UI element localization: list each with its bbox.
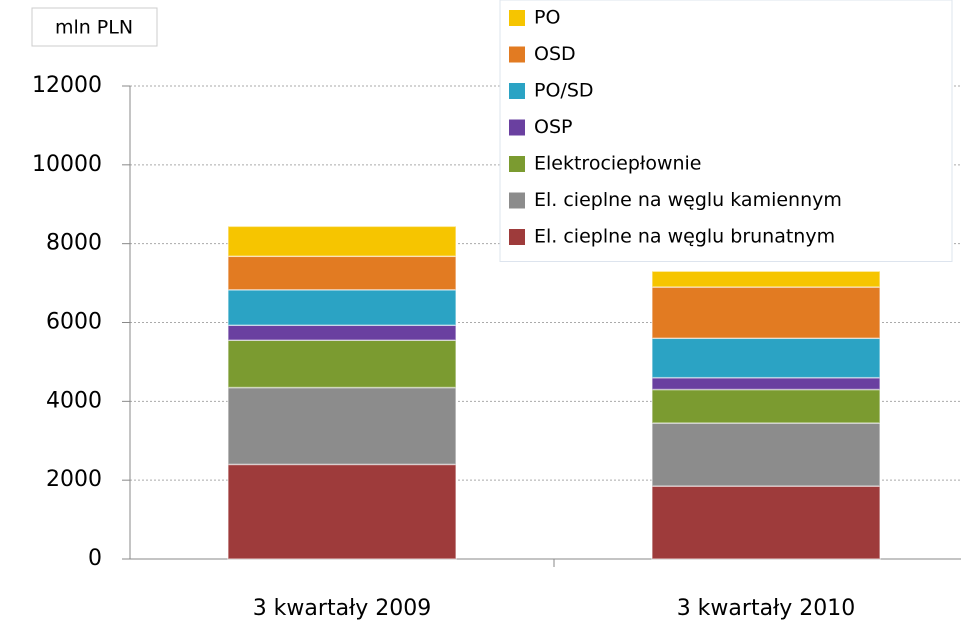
legend-swatch [509, 46, 525, 63]
bar-segment [227, 386, 457, 466]
legend-label: OSD [534, 43, 576, 65]
bar-segment [651, 485, 881, 560]
bar-segment [227, 339, 457, 389]
bar-segment [651, 388, 881, 424]
legend-label: PO/SD [534, 80, 594, 102]
bar-segment [227, 255, 457, 291]
legend-label: Elektrociepłownie [534, 153, 702, 175]
bar-segment [227, 225, 457, 258]
legend-swatch [509, 229, 525, 245]
legend-swatch [509, 10, 525, 26]
bar-segment [651, 270, 881, 288]
y-tick-label: 6000 [46, 310, 102, 335]
legend-swatch [509, 156, 525, 172]
x-tick-label: 3 kwartały 2009 [253, 596, 432, 621]
legend-label: El. cieplne na węglu brunatnym [534, 226, 835, 248]
legend-label: El. cieplne na węglu kamiennym [534, 189, 842, 211]
bar-segment [651, 422, 881, 487]
legend-swatch [509, 192, 525, 209]
legend-swatch [509, 119, 525, 136]
legend-swatch [509, 83, 525, 99]
legend-box [499, 0, 953, 262]
y-tick-label: 2000 [46, 467, 102, 492]
y-tick-label: 12000 [32, 73, 102, 98]
y-tick-label: 4000 [46, 388, 102, 413]
y-tick-label: 10000 [32, 152, 102, 177]
bar-segment [651, 337, 881, 379]
y-axis-label-box [31, 7, 158, 47]
bar-segment [651, 286, 881, 340]
bar-segment [227, 324, 457, 341]
legend-label: PO [534, 7, 560, 29]
y-tick-label: 8000 [46, 231, 102, 256]
bar-segment [227, 463, 457, 560]
bar-segment [651, 376, 881, 391]
bar-segment [227, 289, 457, 327]
x-tick-label: 3 kwartały 2010 [677, 596, 856, 621]
y-tick-label: 0 [88, 546, 102, 571]
legend-label: OSP [534, 116, 572, 138]
y-axis-label: mln PLN [55, 17, 133, 39]
